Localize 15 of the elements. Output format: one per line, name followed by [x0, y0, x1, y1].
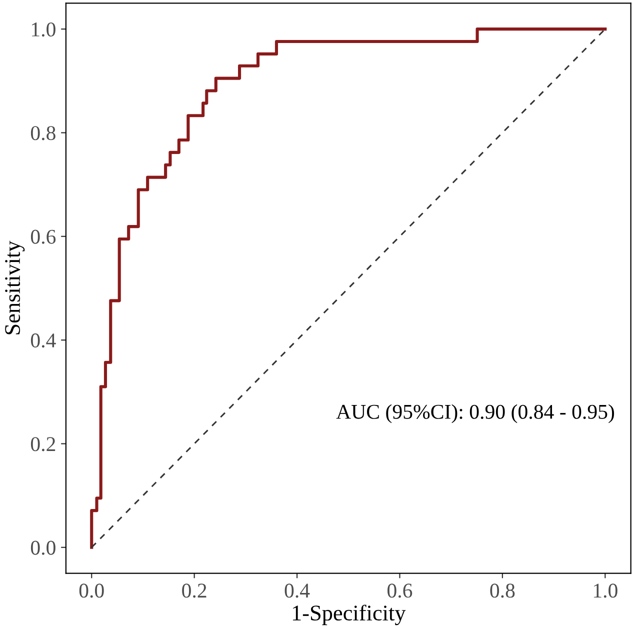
x-tick-label: 0.4: [284, 584, 310, 598]
y-tick-label: 0.6: [30, 230, 56, 244]
x-tick-label: 0.0: [79, 584, 104, 598]
x-tick-label: 0.8: [490, 584, 515, 598]
x-axis-title: 1-Specificity: [292, 604, 406, 626]
y-tick-label: 0.2: [30, 437, 56, 452]
y-tick-label: 1.0: [32, 22, 56, 37]
y-tick-label: 0.0: [30, 540, 56, 555]
x-tick-label: 1.0: [594, 584, 618, 598]
y-axis-title: Sensitivity: [5, 240, 25, 334]
annotation: AUC (95%CI): 0.90 (0.84 - 0.95): [336, 404, 614, 424]
x-tick-label: 0.2: [182, 584, 206, 598]
y-tick-label: 0.4: [30, 333, 56, 348]
y-tick-label: 0.8: [30, 126, 56, 140]
x-tick-label: 0.6: [388, 584, 412, 598]
